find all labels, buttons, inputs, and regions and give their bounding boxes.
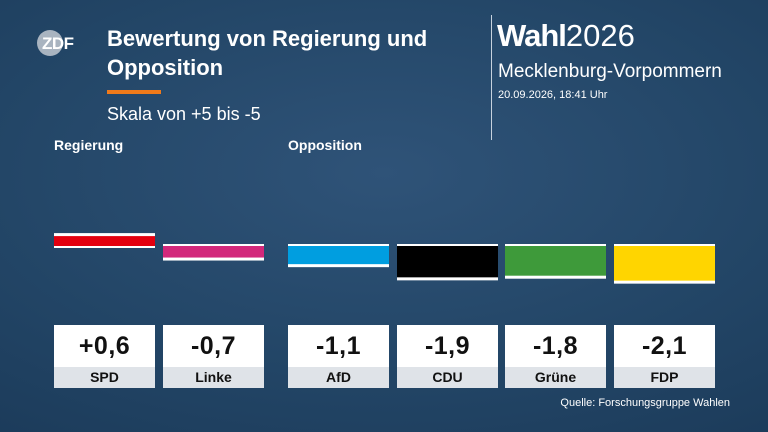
title-accent-bar: [107, 90, 161, 94]
party-label-afd: AfD: [288, 367, 389, 388]
chart-subtitle: Skala von +5 bis -5: [107, 104, 261, 124]
wahl-brand-word: Wahl: [497, 18, 567, 53]
value-label-cdu: -1,9: [397, 325, 498, 367]
state-name: Mecklenburg-Vorpommern: [498, 61, 722, 82]
timestamp: 20.09.2026, 18:41 Uhr: [498, 89, 608, 101]
value-label-fdp: -2,1: [614, 325, 715, 367]
chart-title: Bewertung von Regierung und Opposition: [107, 26, 428, 80]
source-note: Quelle: Forschungsgruppe Wahlen: [560, 397, 730, 409]
value-label-grüne: -1,8: [505, 325, 606, 367]
wahl-brand-year: 2026: [565, 18, 635, 53]
group-label-opposition: Opposition: [288, 137, 362, 153]
wahl-brand: Wahl2026: [497, 18, 635, 54]
header-divider: [491, 15, 492, 140]
bar-spd: [54, 236, 155, 246]
party-label-fdp: FDP: [614, 367, 715, 388]
bar-afd: [288, 246, 389, 265]
group-label-government: Regierung: [54, 137, 124, 153]
bar-fdp: [614, 246, 715, 281]
value-label-spd: +0,6: [54, 325, 155, 367]
party-label-linke: Linke: [163, 367, 264, 388]
bar-linke: [163, 246, 264, 258]
bar-chart: [54, 236, 715, 281]
bar-cdu: [397, 246, 498, 278]
party-label-spd: SPD: [54, 367, 155, 388]
zdf-logo-text: ZDF: [42, 34, 74, 53]
party-label-grüne: Grüne: [505, 367, 606, 388]
value-label-linke: -0,7: [163, 325, 264, 367]
value-label-afd: -1,1: [288, 325, 389, 367]
zdf-logo-disc: [37, 30, 63, 56]
party-label-cdu: CDU: [397, 367, 498, 388]
bar-grüne: [505, 246, 606, 276]
zdf-logo: ZDF: [37, 30, 74, 56]
